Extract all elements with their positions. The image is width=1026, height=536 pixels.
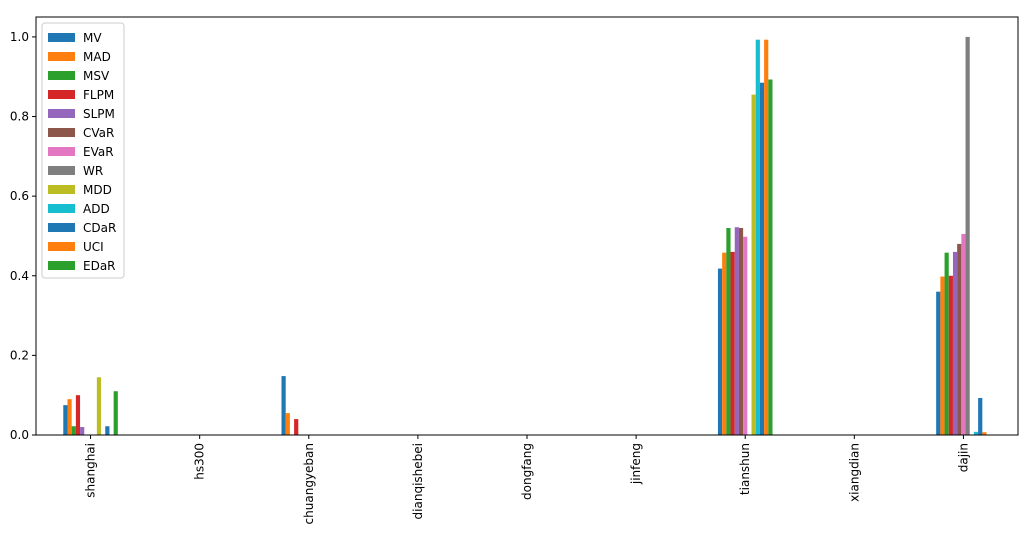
bar-mv-dajin: [936, 291, 941, 435]
bar-wr-dajin: [965, 36, 970, 436]
bar-mv-chuangyeban: [281, 376, 286, 435]
bar-mv-tianshun: [717, 268, 723, 435]
x-tick-label: jinfeng: [629, 443, 643, 485]
x-axis: shanghai hs300 chuangyeban dianqishebei dong…: [84, 435, 970, 524]
bar-flpm-tianshun: [730, 251, 735, 435]
legend-swatch: [48, 33, 75, 42]
x-tick-label: dianqishebei: [411, 443, 425, 519]
legend-swatch: [48, 109, 75, 118]
legend-label: CDaR: [83, 221, 116, 235]
bar-evar-tianshun: [743, 236, 748, 435]
legend-label: SLPM: [83, 107, 115, 121]
bar-mdd-tianshun: [751, 94, 756, 435]
x-tick-label: shanghai: [84, 443, 98, 498]
legend-label: CVaR: [83, 126, 114, 140]
bar-mad-chuangyeban: [285, 413, 290, 435]
legend-swatch: [48, 128, 75, 137]
bar-slpm-tianshun: [734, 227, 739, 435]
legend-swatch: [48, 242, 75, 251]
legend-swatch: [48, 166, 75, 175]
bar-msv-tianshun: [726, 227, 731, 435]
bar-slpm-dajin: [952, 251, 958, 435]
legend-label: UCI: [83, 240, 104, 254]
plot-frame: [35, 16, 1019, 436]
x-tick-label: hs300: [193, 443, 207, 480]
legend-label: EDaR: [83, 259, 116, 273]
bar-mad-shanghai: [67, 399, 72, 435]
legend-label: MDD: [83, 183, 112, 197]
legend-swatch: [48, 204, 75, 213]
legend-swatch: [48, 223, 75, 232]
bar-add-dajin: [973, 431, 979, 435]
y-tick-label: 0.4: [10, 269, 29, 283]
bar-add-tianshun: [755, 39, 760, 435]
bar-mad-tianshun: [722, 252, 727, 435]
y-tick-label: 0.6: [10, 189, 29, 203]
bar-flpm-shanghai: [75, 395, 81, 435]
bar-cdar-shanghai: [105, 426, 110, 435]
legend-swatch: [48, 147, 75, 156]
x-tick-label: tianshun: [738, 443, 752, 495]
legend-label: ADD: [83, 202, 110, 216]
y-axis: 0.0 0.2 0.4 0.6 0.8 1.0: [10, 30, 36, 442]
legend-swatch: [48, 90, 75, 99]
bar-flpm-chuangyeban: [294, 419, 299, 435]
bar-uci-dajin: [982, 432, 987, 435]
x-tick-label: dajin: [956, 443, 970, 472]
legend-swatch: [48, 52, 75, 61]
legend-swatch: [48, 71, 75, 80]
y-tick-label: 0.0: [10, 428, 29, 442]
x-tick-label: xiangdian: [847, 443, 861, 502]
x-tick-label: chuangyeban: [302, 443, 316, 524]
bars-group: [63, 36, 987, 436]
y-tick-label: 0.8: [10, 110, 29, 124]
bar-cvar-dajin: [957, 243, 962, 435]
bar-slpm-shanghai: [80, 427, 85, 435]
bar-edar-shanghai: [113, 391, 118, 435]
bar-mad-dajin: [940, 276, 945, 435]
x-tick-label: dongfang: [520, 443, 534, 500]
legend-label: MSV: [83, 69, 110, 83]
legend-label: MV: [83, 31, 102, 45]
bar-msv-dajin: [944, 252, 949, 435]
bar-cdar-tianshun: [759, 82, 765, 435]
bar-mdd-shanghai: [96, 377, 102, 435]
legend-label: FLPM: [83, 88, 114, 102]
legend-label: MAD: [83, 50, 111, 64]
bar-cdar-dajin: [978, 397, 983, 435]
bar-mv-shanghai: [63, 405, 68, 435]
bar-msv-shanghai: [71, 426, 76, 435]
legend-swatch: [48, 185, 75, 194]
legend-label: EVaR: [83, 145, 114, 159]
y-tick-label: 1.0: [10, 30, 29, 44]
legend-box: [41, 22, 125, 279]
bar-flpm-dajin: [948, 275, 953, 435]
legend-swatch: [48, 261, 75, 270]
bar-uci-tianshun: [764, 39, 769, 435]
legend-label: WR: [83, 164, 103, 178]
bar-edar-tianshun: [768, 79, 773, 436]
legend: MV MAD MSV FLPM SLPM CVaR EVaR WR MDD ADD CDaR UCI E…: [41, 22, 125, 279]
y-tick-label: 0.2: [10, 348, 29, 362]
bar-evar-dajin: [961, 233, 966, 435]
bar-cvar-tianshun: [738, 227, 744, 435]
